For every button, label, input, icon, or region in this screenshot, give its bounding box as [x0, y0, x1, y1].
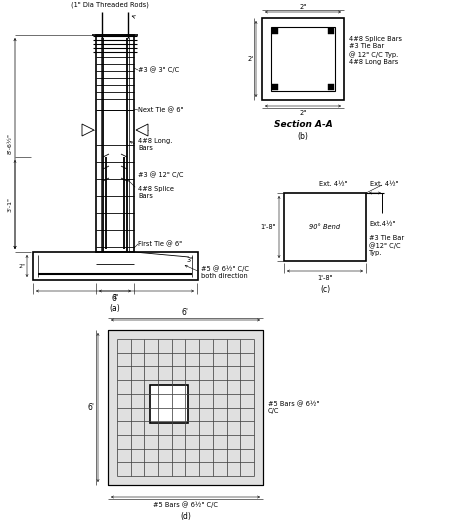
Bar	[96, 35, 134, 252]
Bar	[272, 84, 278, 90]
Text: A: A	[84, 127, 90, 133]
Bar	[328, 28, 334, 34]
Text: 8'-6½": 8'-6½"	[8, 133, 13, 154]
Polygon shape	[136, 124, 148, 136]
Text: #5 Bars @ 6½" C/C: #5 Bars @ 6½" C/C	[153, 501, 218, 508]
Bar	[108, 330, 263, 485]
Text: Section A-A: Section A-A	[273, 120, 332, 129]
Text: 4#8 Long.
Bars: 4#8 Long. Bars	[138, 139, 173, 151]
Text: 4#8 Splice
Bars: 4#8 Splice Bars	[138, 185, 174, 199]
Text: #3 Tie Bar
@12" C/C
Typ.: #3 Tie Bar @12" C/C Typ.	[369, 235, 404, 256]
Text: 1'-8": 1'-8"	[317, 275, 333, 281]
Text: (b): (b)	[298, 132, 309, 141]
Text: #3 @ 3" C/C: #3 @ 3" C/C	[138, 66, 179, 73]
Text: 2": 2"	[300, 110, 307, 116]
Text: 4 Anchor Rods
(1" Dia Threaded Rods): 4 Anchor Rods (1" Dia Threaded Rods)	[71, 0, 149, 8]
Text: 2": 2"	[300, 4, 307, 10]
Text: First Tie @ 6": First Tie @ 6"	[138, 241, 182, 247]
Text: Ext. 4½": Ext. 4½"	[319, 181, 347, 187]
Bar	[271, 27, 335, 91]
Text: 1': 1'	[112, 294, 118, 300]
Text: 3": 3"	[187, 257, 194, 263]
Text: 3'-1": 3'-1"	[8, 197, 13, 212]
Text: 6': 6'	[111, 294, 118, 303]
Text: Ext.4½": Ext.4½"	[369, 221, 395, 227]
Bar	[150, 385, 188, 423]
Bar	[272, 28, 278, 34]
Text: 6': 6'	[88, 403, 95, 412]
Text: A: A	[141, 127, 146, 133]
Bar	[262, 18, 344, 100]
Text: 2": 2"	[19, 263, 26, 269]
Text: 2': 2'	[248, 56, 254, 62]
Text: (d): (d)	[180, 512, 191, 521]
Text: 1'-8": 1'-8"	[260, 224, 276, 230]
Text: (c): (c)	[320, 285, 330, 294]
Text: (a): (a)	[109, 304, 120, 313]
Bar	[108, 330, 263, 485]
Bar	[284, 193, 366, 261]
Text: #5 Bars @ 6½"
C/C: #5 Bars @ 6½" C/C	[268, 401, 319, 414]
Bar	[328, 84, 334, 90]
Text: Ext. 4½": Ext. 4½"	[370, 181, 399, 187]
Text: 90° Bend: 90° Bend	[310, 224, 340, 230]
Text: 6': 6'	[182, 308, 189, 317]
Polygon shape	[82, 124, 94, 136]
Text: #3 @ 12" C/C: #3 @ 12" C/C	[138, 172, 183, 178]
Text: 4#8 Splice Bars
#3 Tie Bar
@ 12" C/C Typ.
4#8 Long Bars: 4#8 Splice Bars #3 Tie Bar @ 12" C/C Typ…	[349, 36, 402, 65]
Bar	[33, 252, 198, 280]
Text: #5 @ 6½" C/C
both direction: #5 @ 6½" C/C both direction	[201, 265, 249, 279]
Text: Next Tie @ 6": Next Tie @ 6"	[138, 107, 183, 113]
